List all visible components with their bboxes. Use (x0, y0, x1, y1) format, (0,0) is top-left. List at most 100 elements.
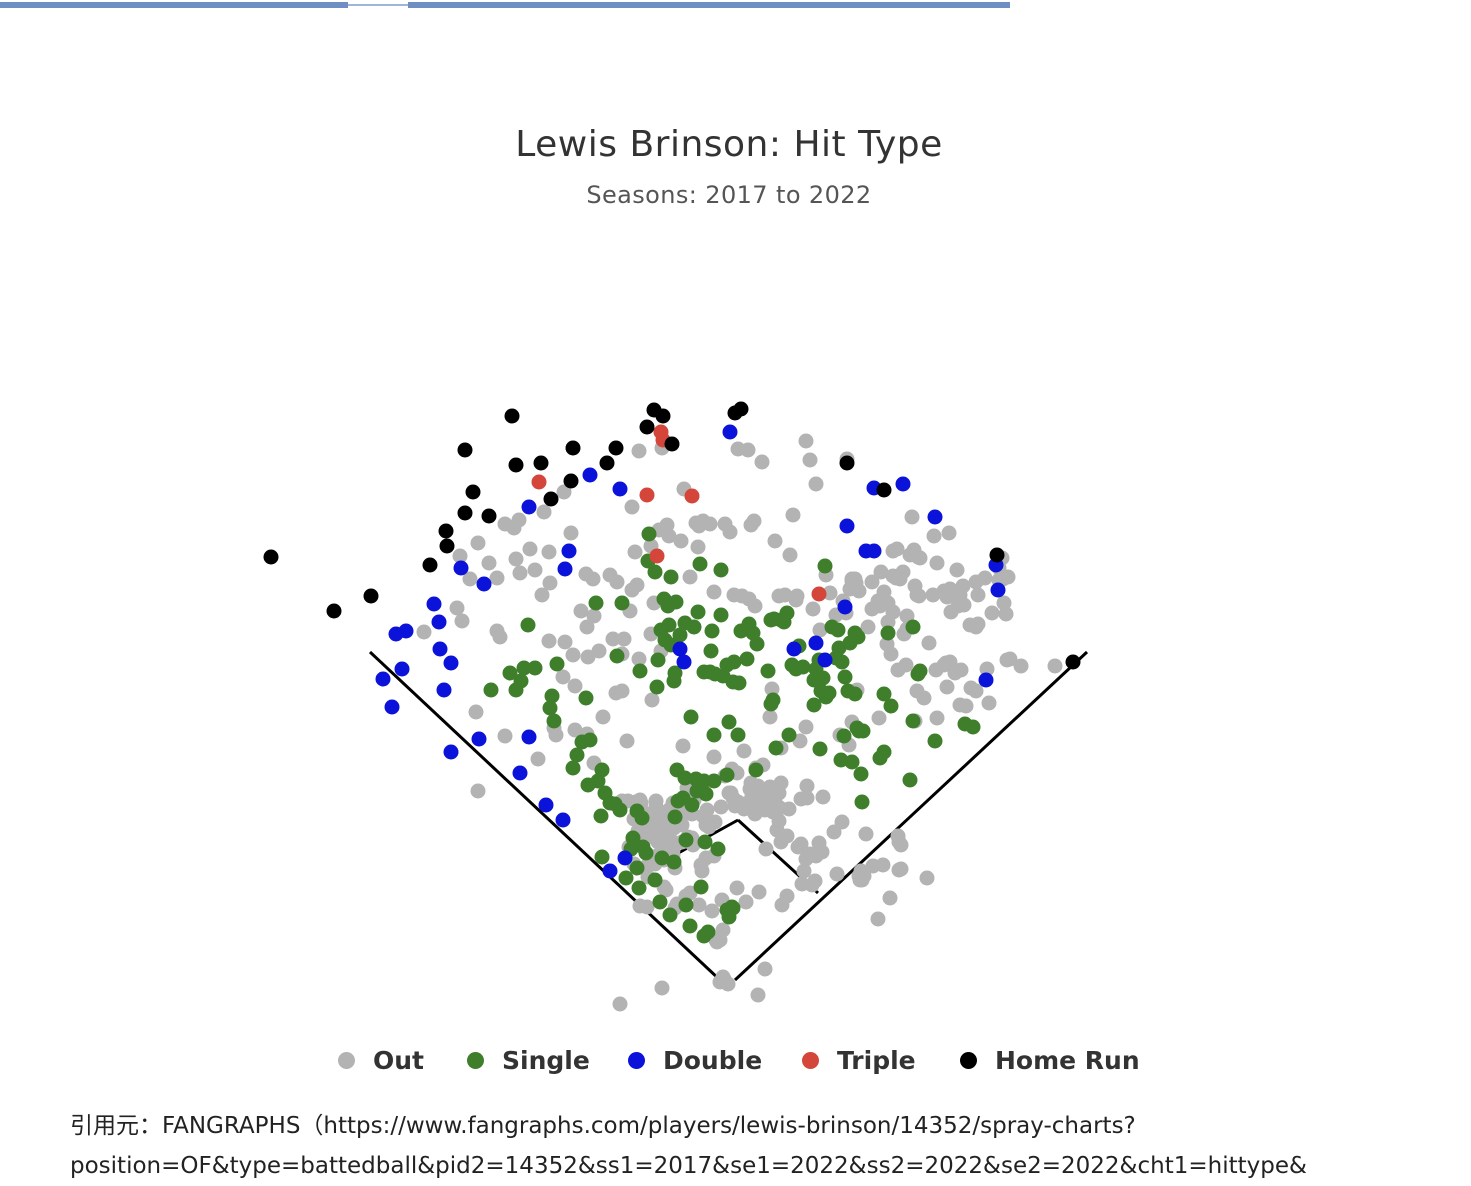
point-single (666, 854, 682, 870)
point-single (854, 794, 870, 810)
point-out (808, 476, 824, 492)
point-single (544, 688, 560, 704)
point-single (706, 773, 722, 789)
point-single (768, 740, 784, 756)
point-single (692, 556, 708, 572)
source-citation: 引用元：FANGRAPHS（https://www.fangraphs.com/… (70, 1106, 1460, 1186)
point-single (678, 897, 694, 913)
point-single (542, 700, 558, 716)
foul-line-right (733, 650, 1089, 982)
point-out (542, 575, 558, 591)
point-out (702, 516, 718, 532)
point-home-run (439, 538, 455, 554)
point-out (941, 525, 957, 541)
point-out (468, 704, 484, 720)
point-single (650, 652, 666, 668)
point-out (629, 577, 645, 593)
point-out (873, 564, 889, 580)
point-double (394, 661, 410, 677)
point-single (634, 810, 650, 826)
point-out (895, 564, 911, 580)
legend-item-triple[interactable]: Triple (802, 1040, 916, 1080)
legend-item-single[interactable]: Single (467, 1040, 590, 1080)
point-double (602, 863, 618, 879)
legend-item-home-run[interactable]: Home Run (960, 1040, 1140, 1080)
point-single (713, 562, 729, 578)
legend-dot-home-run (960, 1051, 977, 1069)
point-double (432, 641, 448, 657)
point-out (798, 433, 814, 449)
point-single (631, 880, 647, 896)
point-home-run (839, 455, 855, 471)
point-triple (811, 586, 827, 602)
point-out (998, 606, 1014, 622)
legend-label-single: Single (502, 1045, 590, 1075)
point-double (398, 623, 414, 639)
point-out (694, 863, 710, 879)
point-out (511, 512, 527, 528)
point-out (911, 588, 927, 604)
point-home-run (989, 547, 1005, 563)
source-line-1[interactable]: 引用元：FANGRAPHS（https://www.fangraphs.com/… (70, 1113, 1136, 1139)
point-out (706, 584, 722, 600)
point-out (781, 801, 797, 817)
point-out (870, 911, 886, 927)
point-out (648, 793, 664, 809)
point-out (814, 844, 830, 860)
point-out (919, 870, 935, 886)
point-single (629, 860, 645, 876)
point-out (691, 897, 707, 913)
point-double (582, 467, 598, 483)
point-single (834, 654, 850, 670)
point-double (978, 672, 994, 688)
point-home-run (565, 440, 581, 456)
legend-item-double[interactable]: Double (628, 1040, 762, 1080)
legend-item-out[interactable]: Out (338, 1040, 424, 1080)
legend-dot-single (467, 1051, 484, 1069)
legend-label-triple: Triple (837, 1045, 916, 1075)
point-out (580, 649, 596, 665)
point-double (453, 560, 469, 576)
point-double (612, 481, 628, 497)
point-single (710, 841, 726, 857)
point-home-run (664, 436, 680, 452)
point-single (662, 907, 678, 923)
point-out (631, 443, 647, 459)
spray-points (263, 401, 1081, 1012)
point-home-run (263, 549, 279, 565)
point-out (802, 452, 818, 468)
point-single (632, 663, 648, 679)
point-out (979, 661, 995, 677)
point-out (530, 751, 546, 767)
point-single (725, 900, 741, 916)
point-home-run (326, 603, 342, 619)
point-out (883, 646, 899, 662)
legend-dot-triple (802, 1051, 819, 1069)
point-single (726, 654, 742, 670)
point-out (829, 866, 845, 882)
point-single (609, 648, 625, 664)
point-single (765, 692, 781, 708)
point-double (426, 596, 442, 612)
point-out (658, 882, 674, 898)
point-triple (531, 474, 547, 490)
source-line-2[interactable]: position=OF&type=battedball&pid2=14352&s… (70, 1153, 1307, 1179)
point-out (826, 824, 842, 840)
point-double (561, 543, 577, 559)
point-single (483, 682, 499, 698)
point-out (949, 562, 965, 578)
point-out (567, 722, 583, 738)
point-double (521, 499, 537, 515)
legend-dot-double (628, 1051, 645, 1069)
point-home-run (438, 523, 454, 539)
point-single (693, 879, 709, 895)
chart-legend: Out Single Double Triple Home Run (0, 1040, 1471, 1080)
point-out (782, 547, 798, 563)
point-double (837, 599, 853, 615)
point-out (1047, 658, 1063, 674)
point-out (955, 578, 971, 594)
point-home-run (876, 482, 892, 498)
point-single (677, 770, 693, 786)
point-home-run (481, 508, 497, 524)
point-out (747, 598, 763, 614)
